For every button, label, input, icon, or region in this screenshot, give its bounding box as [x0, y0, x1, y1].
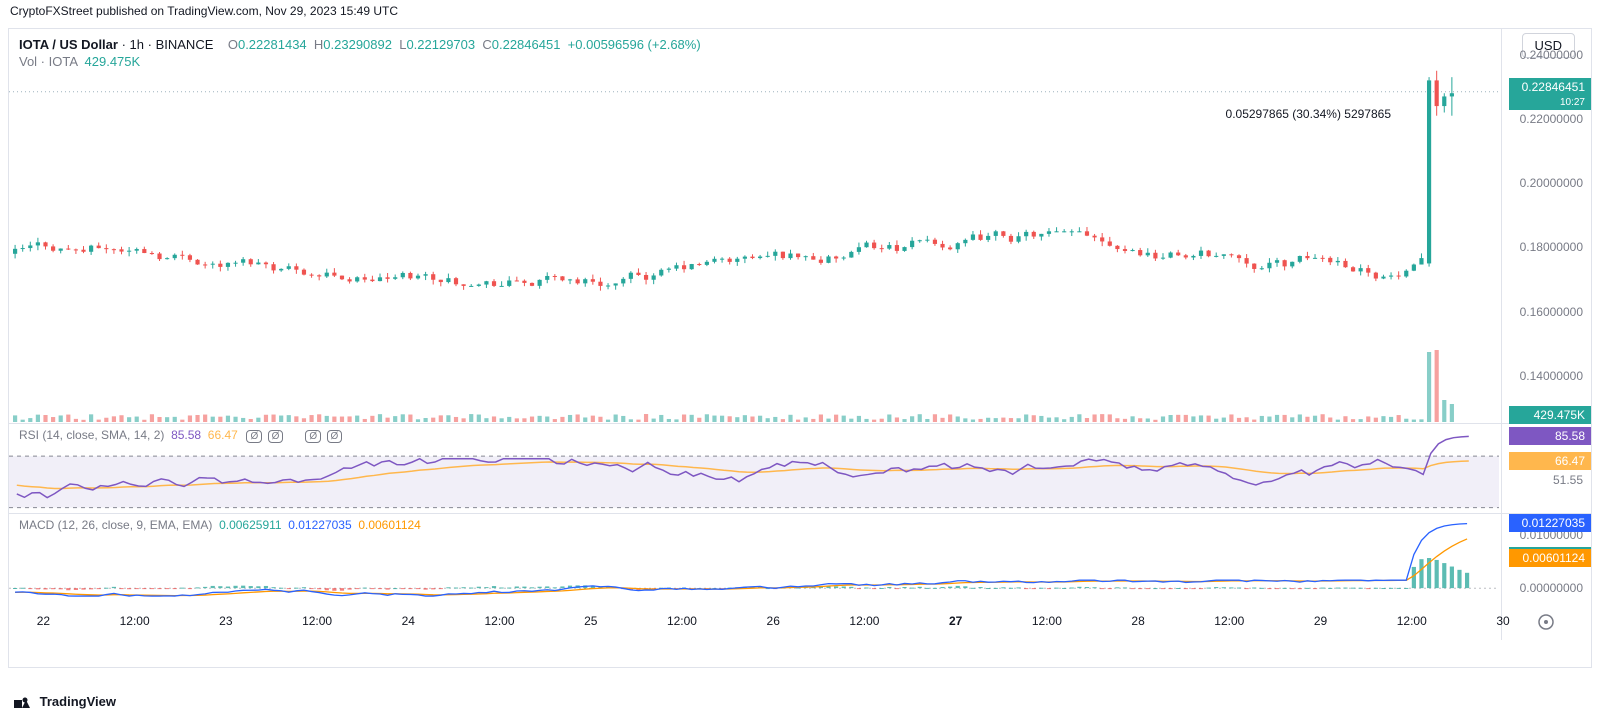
macd-v2: 0.01227035 — [288, 518, 351, 532]
macd-y-axis[interactable]: 0.010000000.000000000.012270350.00625911… — [1501, 514, 1591, 604]
attribution-bar: CryptoFXStreet published on TradingView.… — [0, 0, 1600, 24]
rsi-pill: Ø — [268, 430, 284, 443]
time-label: 26 — [767, 614, 780, 628]
price-y-axis[interactable]: 0.240000000.220000000.200000000.18000000… — [1501, 29, 1591, 423]
tv-logo-icon — [14, 696, 32, 710]
time-label: 12:00 — [849, 614, 879, 628]
symbol-legend: IOTA / US Dollar · 1h · BINANCE O0.22281… — [19, 37, 701, 71]
o-label: O — [228, 37, 238, 52]
symbol-sep2: · — [148, 37, 156, 52]
rsi-val1: 85.58 — [171, 428, 201, 442]
h-val: 0.23290892 — [323, 37, 392, 52]
vol-label: Vol · IOTA — [19, 54, 77, 69]
c-label: C — [482, 37, 491, 52]
footer-text: TradingView — [40, 694, 116, 709]
c-val: 0.22846451 — [492, 37, 561, 52]
rsi-pill: Ø — [305, 430, 321, 443]
rsi-val2: 66.47 — [208, 428, 238, 442]
macd-title: MACD (12, 26, close, 9, EMA, EMA) — [19, 518, 212, 532]
rsi-legend: RSI (14, close, SMA, 14, 2) 85.58 66.47 … — [19, 428, 342, 443]
rsi-y-axis[interactable]: 62.8051.5585.5866.47 — [1501, 424, 1591, 513]
price-chart[interactable] — [9, 29, 1499, 424]
macd-panel[interactable]: MACD (12, 26, close, 9, EMA, EMA) 0.0062… — [9, 514, 1591, 604]
time-label: 27 — [949, 614, 962, 628]
rsi-pill: Ø — [246, 430, 262, 443]
time-label: 22 — [37, 614, 50, 628]
time-label: 23 — [219, 614, 232, 628]
rsi-title: RSI (14, close, SMA, 14, 2) — [19, 428, 164, 442]
time-label: 25 — [584, 614, 597, 628]
time-label: 12:00 — [120, 614, 150, 628]
symbol-pair: IOTA / US Dollar — [19, 37, 118, 52]
interval: 1h — [130, 37, 144, 52]
time-label: 12:00 — [1032, 614, 1062, 628]
macd-legend: MACD (12, 26, close, 9, EMA, EMA) 0.0062… — [19, 518, 421, 532]
time-label: 12:00 — [485, 614, 515, 628]
change-val: +0.00596596 (+2.68%) — [568, 37, 701, 52]
l-val: 0.22129703 — [406, 37, 475, 52]
time-label: 28 — [1131, 614, 1144, 628]
time-label: 29 — [1314, 614, 1327, 628]
macd-v3: 0.00601124 — [358, 518, 421, 532]
rsi-panel[interactable]: RSI (14, close, SMA, 14, 2) 85.58 66.47 … — [9, 424, 1591, 514]
exchange: BINANCE — [156, 37, 214, 52]
time-label: 12:00 — [1397, 614, 1427, 628]
h-label: H — [314, 37, 323, 52]
price-panel[interactable]: IOTA / US Dollar · 1h · BINANCE O0.22281… — [9, 29, 1591, 424]
time-label: 12:00 — [1214, 614, 1244, 628]
time-axis[interactable]: 22 12:00 23 12:00 24 12:00 25 12:00 26 12:00 27 12:… — [9, 604, 1591, 640]
chart-container: USD IOTA / US Dollar · 1h · BINANCE O0.2… — [8, 28, 1592, 668]
symbol-sep: · — [122, 37, 130, 52]
time-label: 12:00 — [302, 614, 332, 628]
tradingview-logo: TradingView — [14, 694, 116, 710]
macd-v1: 0.00625911 — [219, 518, 282, 532]
rsi-pill: Ø — [327, 430, 343, 443]
axis-corner[interactable] — [1501, 604, 1591, 640]
settings-icon[interactable] — [1536, 612, 1556, 632]
time-label: 30 — [1496, 614, 1509, 628]
time-label: 24 — [402, 614, 415, 628]
o-val: 0.22281434 — [238, 37, 307, 52]
vol-value: 429.475K — [85, 54, 141, 69]
time-label: 12:00 — [667, 614, 697, 628]
